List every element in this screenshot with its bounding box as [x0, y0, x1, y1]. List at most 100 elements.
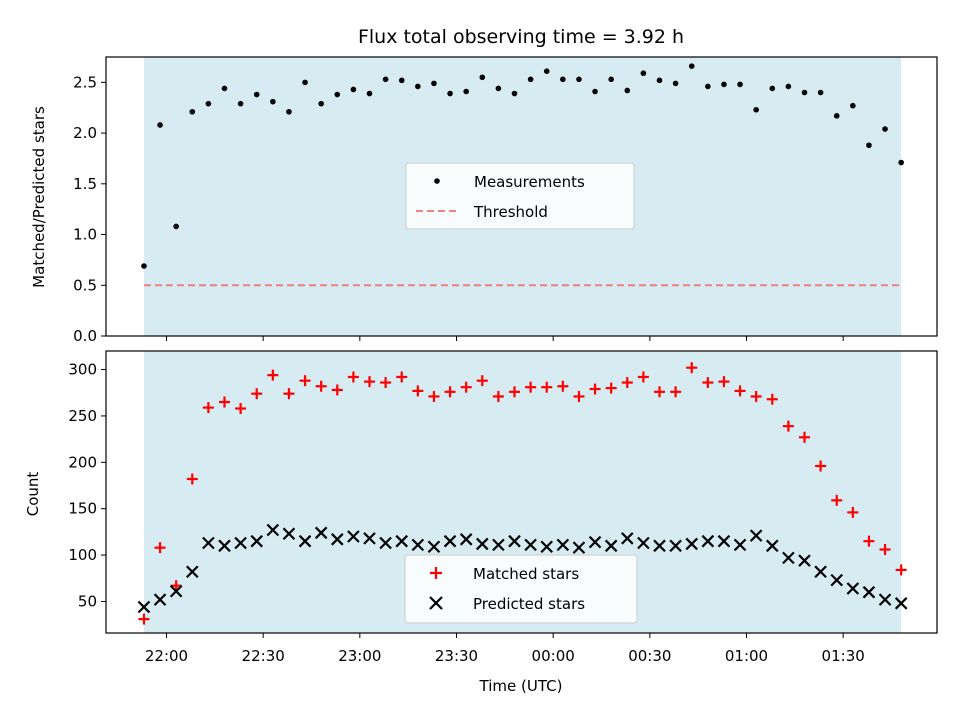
predicted-star-point [894, 597, 908, 610]
predicted-star-point [798, 554, 811, 567]
predicted-star-point [234, 536, 247, 550]
predicted-star-point [588, 535, 602, 549]
bottom-y-tick-label: 100 [68, 546, 97, 564]
predicted-star-point [782, 551, 795, 565]
matched-star-point [863, 535, 875, 547]
predicted-star-point [653, 539, 666, 553]
measurement-point [705, 83, 711, 90]
measurement-points [141, 63, 904, 269]
predicted-star-point [202, 536, 215, 550]
matched-star-point [879, 544, 891, 556]
predicted-star-point [379, 536, 392, 550]
measurement-point [302, 79, 308, 86]
measurement-point [205, 100, 212, 107]
predicted-star-point [572, 541, 586, 554]
matched-star-point [299, 375, 311, 387]
predicted-star-point [620, 532, 634, 545]
matched-star-point [315, 380, 327, 392]
matched-star-point [895, 564, 907, 576]
matched-star-point [847, 506, 859, 518]
measurement-point [753, 106, 759, 113]
legend-matched-marker [430, 567, 442, 579]
matched-star-point [525, 381, 537, 393]
measurement-point [721, 81, 727, 88]
predicted-star-point [556, 538, 570, 552]
predicted-star-point [298, 534, 312, 548]
matched-star-point [541, 381, 553, 393]
measurement-point [543, 68, 550, 75]
predicted-star-point [363, 532, 376, 545]
predicted-star-point [314, 526, 328, 540]
bottom-plot-frame [105, 350, 938, 634]
measurement-point [221, 85, 228, 92]
measurement-point [431, 80, 437, 87]
matched-star-point [686, 362, 698, 374]
measurement-point [737, 81, 743, 88]
predicted-star-point [169, 584, 183, 598]
predicted-star-point [395, 534, 409, 548]
matched-star-point [509, 386, 520, 398]
measurement-point [769, 85, 776, 92]
matched-star-point [702, 377, 714, 389]
bottom-x-tick-label: 01:00 [725, 647, 768, 665]
bottom-legend: Matched stars Predicted stars [404, 554, 638, 624]
top-y-tick-label: 1.5 [73, 175, 97, 193]
measurement-point [253, 91, 260, 98]
measurement-point [850, 102, 856, 109]
matched-star-point [654, 386, 665, 398]
bottom-panel: 50 100 150 200 250 300 22:00 22:30 23:00 23:30 00… [24, 350, 938, 695]
top-y-tick-label: 0.0 [73, 327, 97, 345]
predicted-star-point [137, 600, 151, 614]
measurement-point [817, 89, 824, 96]
measurement-point [688, 63, 695, 69]
measurement-point [237, 100, 244, 107]
measurement-point [882, 126, 888, 132]
predicted-star-point [443, 534, 457, 548]
matched-star-point [476, 375, 488, 387]
measurement-point [270, 98, 276, 105]
top-legend: Measurements Threshold [405, 162, 635, 230]
matched-star-point [202, 402, 214, 414]
predicted-star-point [411, 538, 425, 552]
measurement-point [318, 100, 324, 107]
legend-measurements-marker [434, 178, 440, 184]
measurement-point [495, 85, 502, 92]
matched-star-point [331, 384, 343, 396]
matched-star-point [734, 385, 746, 397]
matched-star-point [170, 580, 182, 592]
matched-star-point [219, 396, 230, 408]
matched-star-point [589, 383, 601, 395]
matched-star-point [460, 381, 472, 393]
matched-star-point [637, 371, 649, 383]
top-y-axis: 0.0 0.5 1.0 1.5 2.0 2.5 [73, 73, 106, 345]
predicted-star-point [250, 534, 264, 548]
measurement-point [527, 76, 534, 83]
predicted-star-point [685, 537, 699, 551]
measurement-point [189, 108, 196, 115]
top-y-tick-label: 0.5 [73, 276, 97, 294]
measurement-point [640, 70, 647, 77]
matched-star-point [380, 377, 392, 389]
measurement-point [350, 86, 357, 93]
bottom-y-tick-label: 50 [78, 592, 97, 610]
bottom-x-axis: 22:00 22:30 23:00 23:30 00:00 00:30 01:00 01:30 [145, 633, 865, 665]
measurement-point [656, 77, 663, 84]
measurement-point [833, 113, 840, 119]
matched-star-point [186, 473, 198, 485]
matched-star-point [154, 542, 166, 554]
measurement-point [592, 88, 598, 95]
matched-star-point [799, 431, 810, 443]
predicted-star-point [524, 538, 537, 552]
measurement-point [415, 83, 421, 90]
legend-predicted-marker [429, 596, 443, 610]
top-y-tick-label: 1.0 [73, 226, 97, 244]
predicted-star-point [637, 536, 650, 550]
matched-star-point [251, 388, 263, 400]
legend-predicted-label: Predicted stars [473, 595, 585, 613]
predicted-star-point [153, 593, 167, 606]
predicted-star-point [862, 585, 876, 599]
top-legend-box [405, 162, 635, 230]
predicted-stars-points [137, 523, 908, 614]
predicted-star-point [266, 523, 280, 537]
measurement-point [511, 90, 518, 97]
